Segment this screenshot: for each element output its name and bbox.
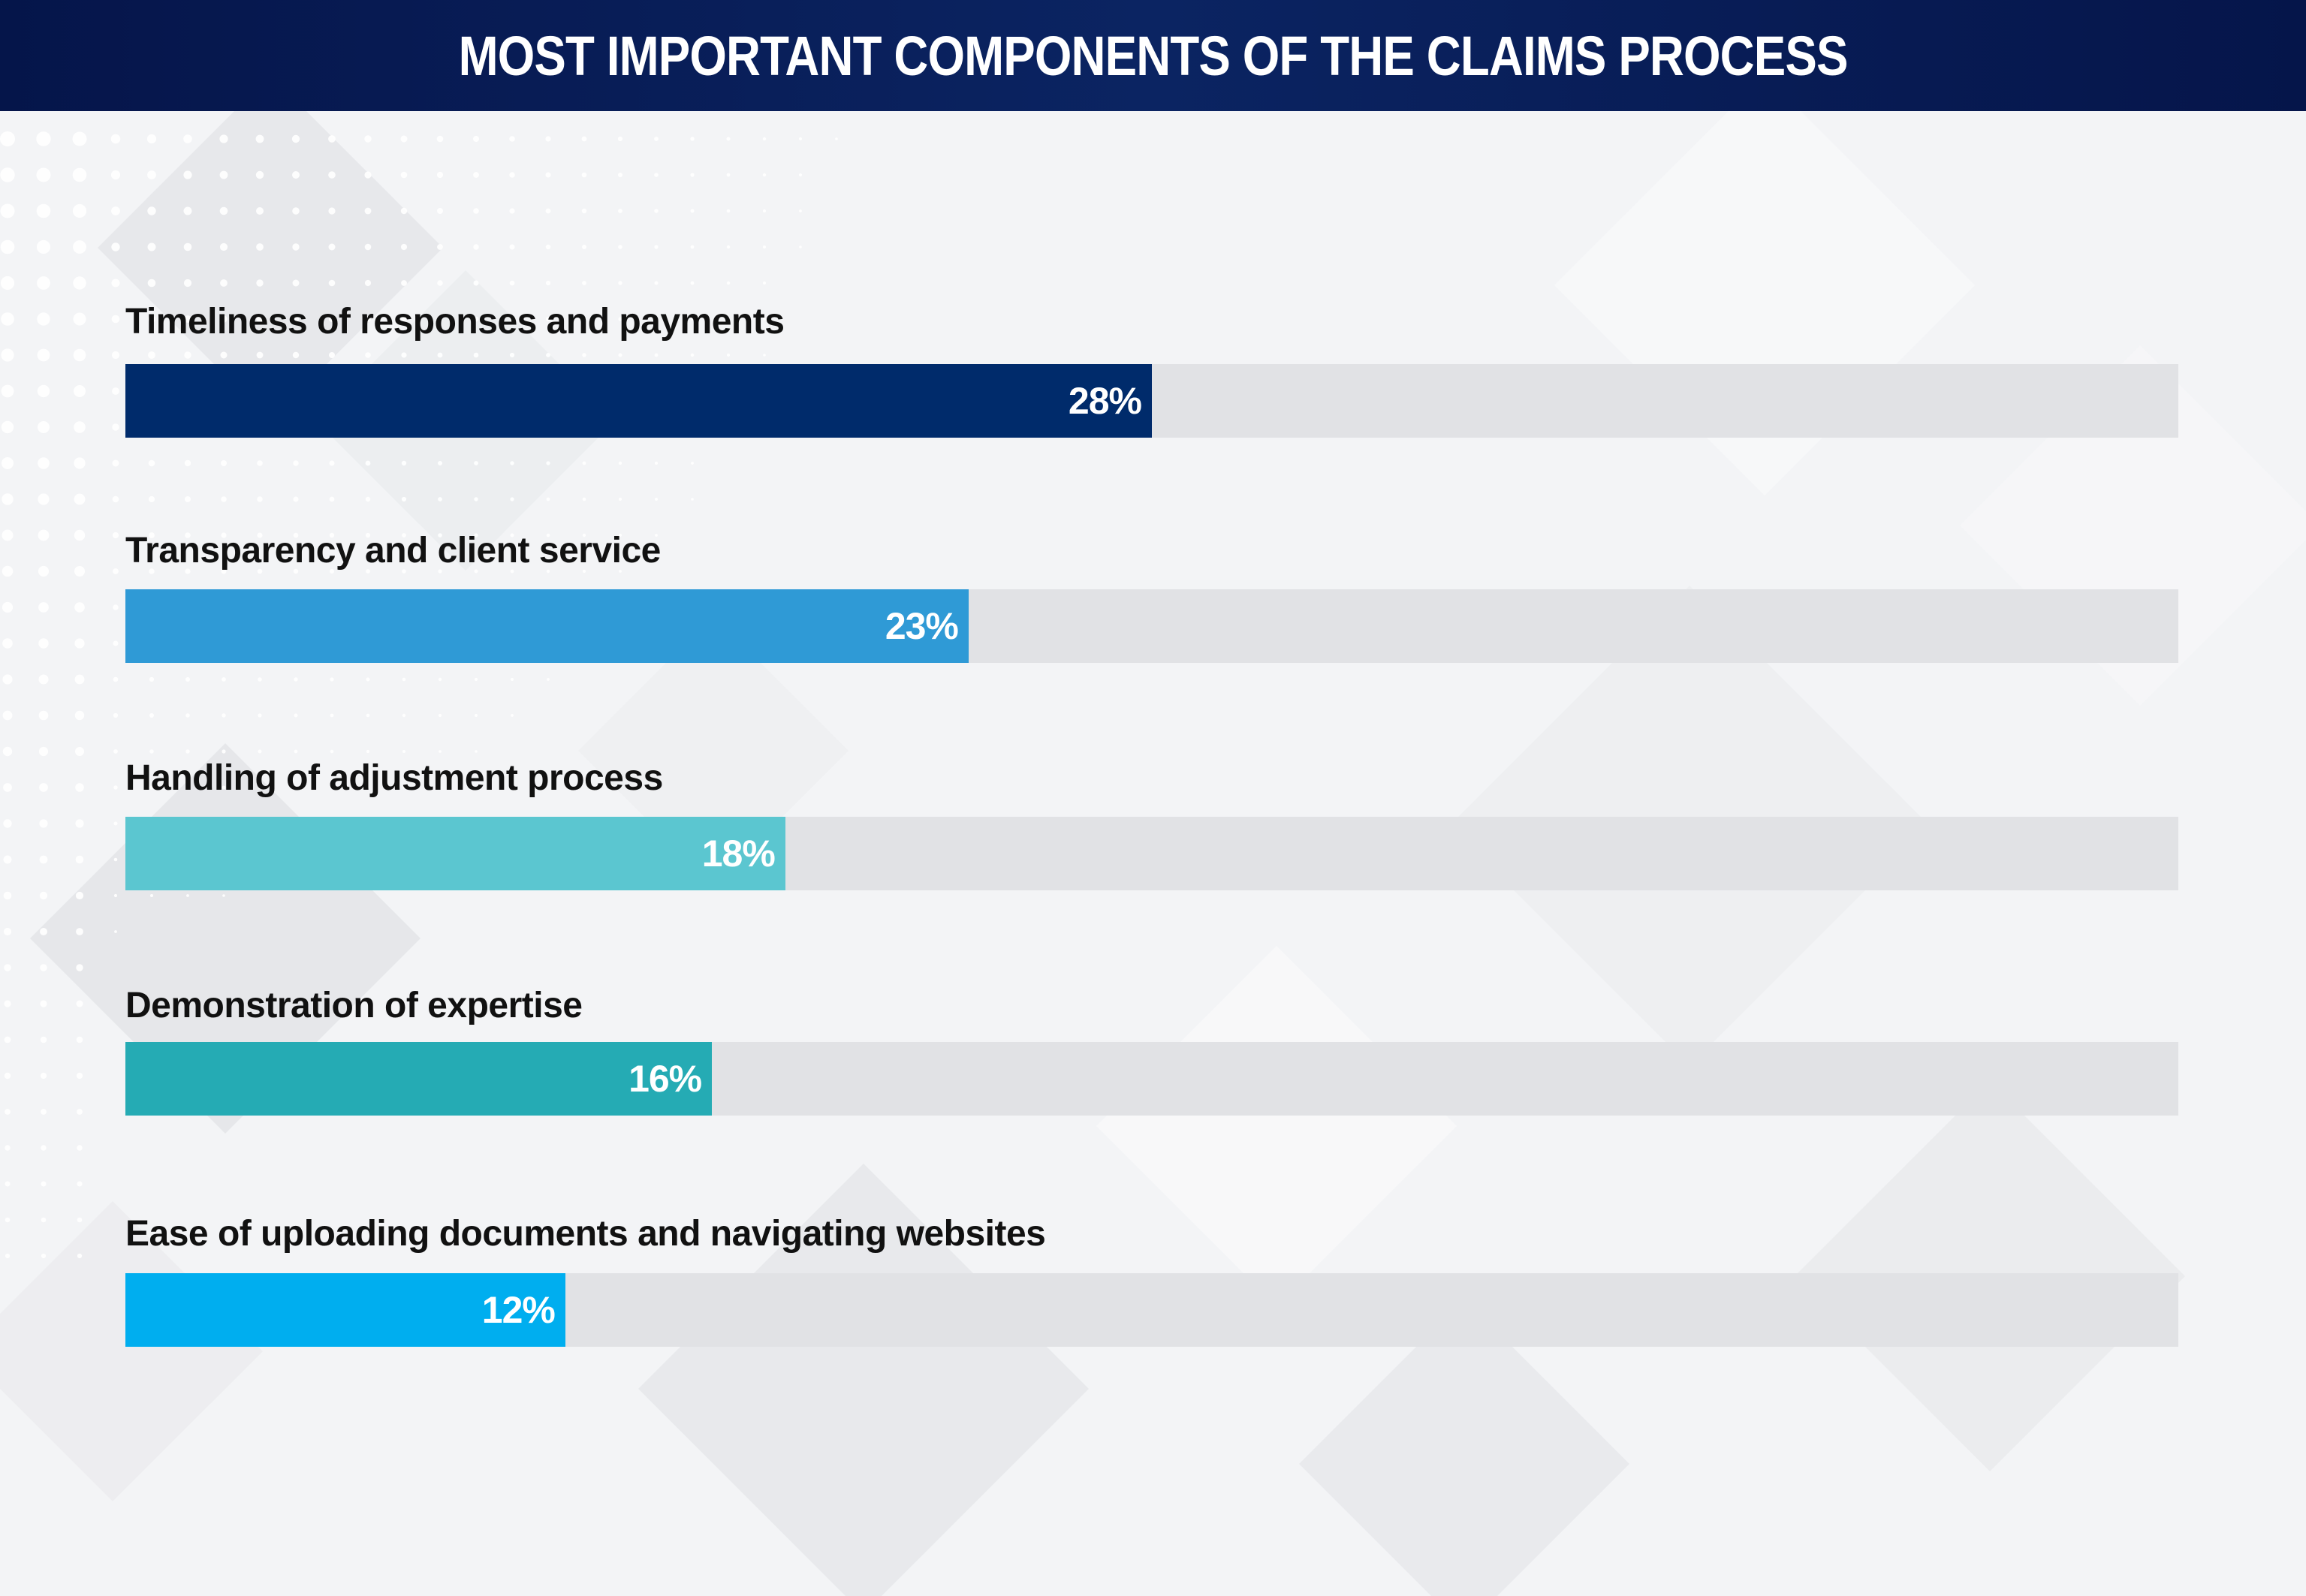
value-label: 16% — [628, 1058, 702, 1100]
bar — [125, 1273, 565, 1347]
bar-track: 23% — [125, 589, 2178, 663]
title-banner: MOST IMPORTANT COMPONENTS OF THE CLAIMS … — [0, 0, 2306, 111]
bar — [125, 1042, 713, 1116]
category-label: Demonstration of expertise — [125, 986, 583, 1025]
bar-track: 12% — [125, 1273, 2178, 1347]
bar-track: 16% — [125, 1042, 2178, 1116]
bar — [125, 817, 785, 890]
category-label: Timeliness of responses and payments — [125, 302, 785, 342]
value-label: 23% — [885, 605, 959, 647]
category-label: Ease of uploading documents and navigati… — [125, 1214, 1046, 1254]
category-label: Transparency and client service — [125, 531, 661, 571]
bar-track: 28% — [125, 364, 2178, 438]
value-label: 18% — [701, 833, 776, 875]
value-label: 28% — [1068, 380, 1142, 422]
bar — [125, 364, 1152, 438]
bar-track: 18% — [125, 817, 2178, 890]
category-label: Handling of adjustment process — [125, 758, 663, 798]
bar — [125, 589, 969, 663]
value-label: 12% — [481, 1289, 556, 1331]
chart-title: MOST IMPORTANT COMPONENTS OF THE CLAIMS … — [458, 24, 1849, 87]
